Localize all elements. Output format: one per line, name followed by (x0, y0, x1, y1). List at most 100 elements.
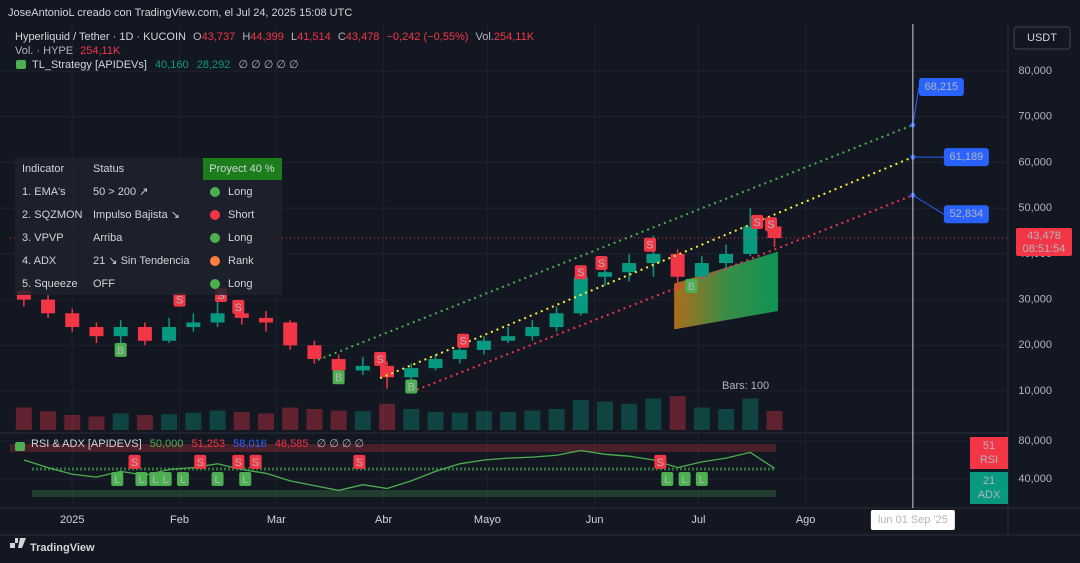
x-tick-label: Mayo (474, 514, 501, 526)
strategy-empty: ∅ ∅ ∅ ∅ ∅ (238, 59, 298, 71)
projection-area (674, 251, 778, 330)
candle-body (380, 365, 395, 378)
volume-bar (693, 407, 710, 430)
badge-value: 21 (983, 475, 995, 487)
currency[interactable]: USDT (1027, 32, 1057, 44)
indicator-name: 5. Squeeze (22, 278, 78, 290)
label-connector (912, 194, 945, 215)
rsi-line (23, 449, 775, 492)
rsi-value: 58,016 (233, 438, 267, 450)
candle-body (41, 299, 56, 314)
candle-body (404, 368, 419, 378)
indicator-name: 2. SQZMON (22, 209, 83, 221)
signal-marker (239, 472, 252, 487)
signal-marker (232, 454, 245, 469)
signal-label: L (699, 474, 705, 486)
signal-marker (374, 352, 387, 367)
signal-marker (176, 472, 189, 487)
signal-label: L (138, 474, 144, 486)
volume-bar (645, 398, 662, 430)
candle-body (186, 322, 201, 328)
candle-body (670, 253, 685, 277)
candle-body (646, 253, 661, 264)
signal-marker (194, 454, 207, 469)
signal-marker (128, 454, 141, 469)
candle-body (501, 336, 516, 341)
y-tick-label: 20,000 (1018, 339, 1052, 351)
indicator-status: Arriba (93, 232, 123, 244)
volume-value: 254,11K (80, 45, 121, 57)
signal-label: B (117, 345, 124, 357)
signal-label: L (242, 474, 248, 486)
annotation: Bars: 100 (722, 380, 769, 392)
badge-box (970, 437, 1008, 469)
overbought-band (10, 444, 776, 452)
volume-bar (88, 416, 105, 430)
signal-label: B (335, 372, 342, 384)
badge-value: 51 (983, 440, 995, 452)
oversold-band (32, 490, 776, 497)
signal-label: S (754, 217, 761, 229)
last-price-box (1016, 228, 1072, 257)
signal-marker (643, 237, 656, 252)
y-tick-label: 80,000 (1018, 65, 1052, 77)
signal-marker (149, 472, 162, 487)
signal-label: L (163, 474, 169, 486)
crosshair-label-box (870, 510, 955, 530)
volume-study: Vol. · HYPE (15, 45, 73, 57)
candle-body (355, 365, 370, 371)
volume-bar (475, 411, 492, 430)
rsi-value: 51,253 (191, 438, 225, 450)
symbol: Hyperliquid / Tether · 1D · KUCOIN (15, 31, 186, 43)
volume-bar (742, 398, 759, 430)
currency-box[interactable] (1013, 26, 1071, 50)
volume-bar (451, 412, 468, 430)
signal-marker (595, 256, 608, 271)
signal-label: S (197, 457, 204, 469)
signal-marker (574, 265, 587, 280)
rsi-empty: ∅ ∅ ∅ ∅ (317, 438, 365, 450)
status-dot (210, 187, 220, 197)
rsi-value: 46,585 (275, 438, 309, 450)
signal-marker (135, 472, 148, 487)
signal-label: S (646, 240, 653, 252)
signal-marker (332, 370, 345, 385)
signal-label: S (767, 219, 774, 231)
signal-label: L (114, 474, 120, 486)
volume-bar (718, 409, 735, 430)
strategy-line: TL_Strategy [APIDEVs] 40,160 28,292 ∅ ∅ … (32, 59, 299, 71)
signal-label: B (688, 281, 695, 293)
signal-marker (249, 454, 262, 469)
status-dot (210, 233, 220, 243)
volume-bar (766, 410, 783, 430)
value-label: 68,215 (925, 81, 959, 93)
volume-bar (669, 396, 686, 430)
y-tick-label: 50,000 (1018, 202, 1052, 214)
ohlc-key: L (291, 31, 297, 43)
indicator-signal: Short (228, 209, 254, 221)
signal-label: S (235, 457, 242, 469)
value-label-box (943, 205, 989, 224)
brand-logo (10, 538, 26, 548)
candle-body (622, 263, 637, 273)
signal-label: S (356, 457, 363, 469)
volume-bar (209, 410, 226, 430)
x-tick-label: Abr (375, 514, 392, 526)
signal-marker (232, 299, 245, 314)
indicator-status: OFF (93, 278, 115, 290)
signal-marker (405, 379, 418, 394)
status-dot (210, 256, 220, 266)
rsi-icon (15, 442, 25, 451)
signal-label: S (657, 457, 664, 469)
rsi-value: 50,000 (150, 438, 184, 450)
volume-line: Vol. · HYPE 254,11K (15, 45, 121, 57)
volume-bar (621, 403, 638, 430)
countdown: 08:51:54 (1023, 243, 1066, 255)
y-tick-label: 80,000 (1018, 435, 1052, 447)
badge-label: RSI (980, 454, 998, 466)
volume-bar (524, 410, 541, 430)
candle-body (283, 322, 298, 346)
y-tick-label: 70,000 (1018, 111, 1052, 123)
